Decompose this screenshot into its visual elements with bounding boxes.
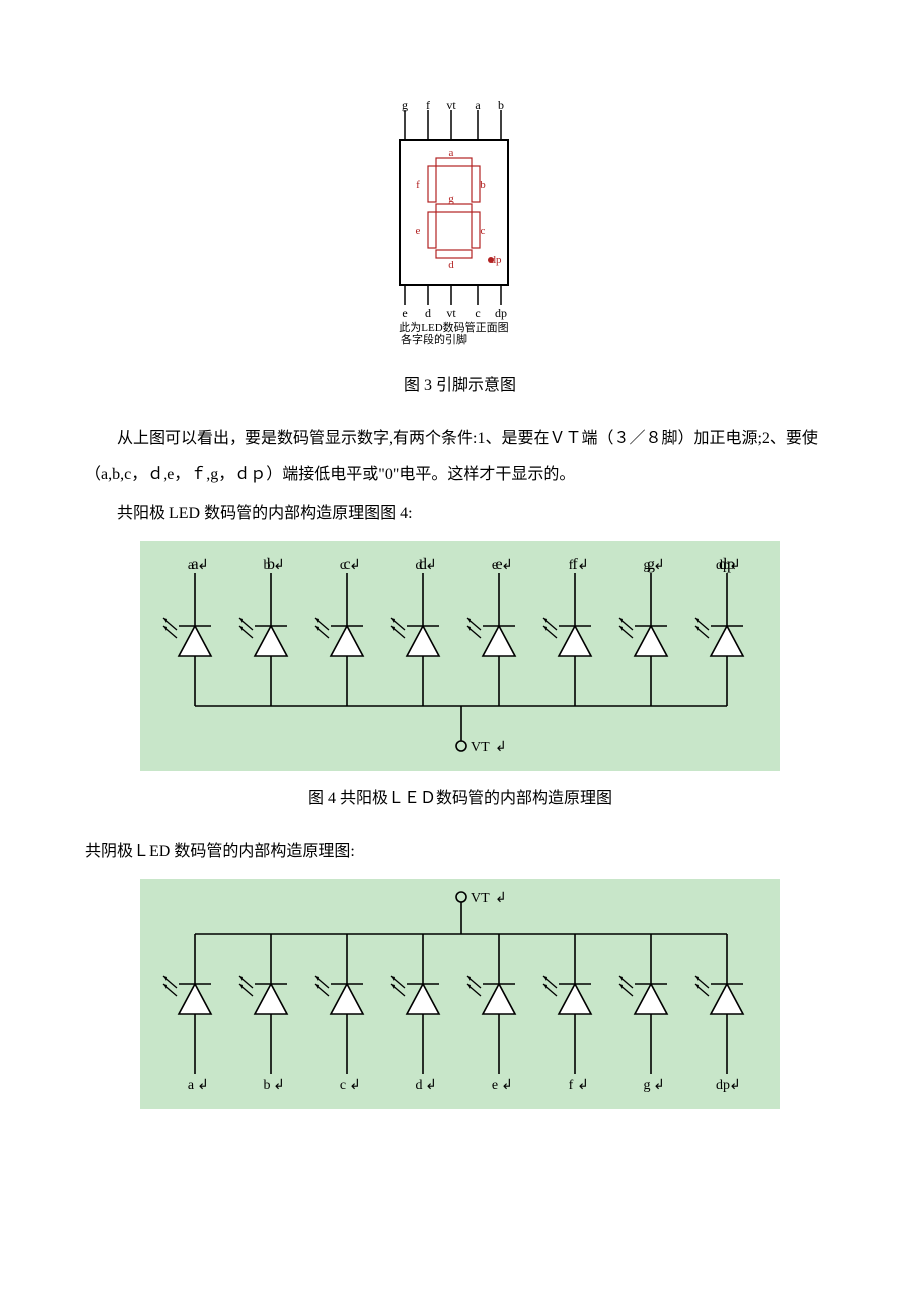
svg-text:f: f <box>426 100 430 112</box>
svg-text:e: e <box>416 225 421 237</box>
svg-text:a: a <box>475 100 481 112</box>
svg-text:g: g <box>402 100 408 112</box>
svg-text:↲: ↲ <box>273 1078 285 1093</box>
svg-text:g: g <box>644 1078 651 1093</box>
svg-text:dp: dp <box>491 254 503 266</box>
svg-text:f: f <box>569 1078 574 1093</box>
svg-text:b: b <box>480 179 486 191</box>
svg-text:各字段的引脚: 各字段的引脚 <box>401 332 467 345</box>
svg-text:a: a <box>188 1078 195 1093</box>
svg-text:↲: ↲ <box>501 1078 513 1093</box>
svg-text:VT: VT <box>471 740 490 755</box>
svg-text:g: g <box>644 558 651 573</box>
svg-text:vt: vt <box>446 100 456 112</box>
figure-3-seven-segment: gfvtababcdefgdpedvtcdp此为LED数码管正面图各字段的引脚 <box>85 100 835 358</box>
paragraph-3: 共阴极ＬED 数码管的内部构造原理图: <box>85 834 835 869</box>
figure-4-common-anode: abcdefgdpa↲b↲c↲d↲e↲f↲g↲dp↲VT↲ <box>85 541 835 771</box>
svg-text:c: c <box>475 306 480 320</box>
svg-text:↲: ↲ <box>273 558 285 573</box>
svg-text:↲: ↲ <box>653 1078 665 1093</box>
svg-text:↲: ↲ <box>425 558 437 573</box>
svg-text:dp: dp <box>495 306 507 320</box>
svg-text:↲: ↲ <box>653 558 665 573</box>
svg-text:g: g <box>448 193 454 205</box>
svg-text:↲: ↲ <box>495 891 507 906</box>
svg-text:e: e <box>492 1078 498 1093</box>
svg-text:↲: ↲ <box>729 1078 741 1093</box>
svg-text:vt: vt <box>446 306 456 320</box>
figure-3-caption: 图 3 引脚示意图 <box>85 368 835 403</box>
svg-text:f: f <box>569 558 574 573</box>
svg-text:d: d <box>416 1078 423 1093</box>
svg-text:↲: ↲ <box>425 1078 437 1093</box>
svg-text:c: c <box>340 1078 346 1093</box>
svg-text:f: f <box>416 179 420 191</box>
document-page: gfvtababcdefgdpedvtcdp此为LED数码管正面图各字段的引脚 … <box>0 0 920 1179</box>
svg-text:d: d <box>425 306 431 320</box>
svg-text:a: a <box>449 147 454 159</box>
svg-text:↲: ↲ <box>197 558 209 573</box>
paragraph-1: 从上图可以看出，要是数码管显示数字,有两个条件:1、是要在ＶＴ端（３／８脚）加正… <box>85 421 835 491</box>
svg-text:e: e <box>402 306 407 320</box>
svg-text:c: c <box>481 225 486 237</box>
common-anode-svg: abcdefgdpa↲b↲c↲d↲e↲f↲g↲dp↲VT↲ <box>140 541 780 771</box>
figure-4-caption: 图 4 共阳极ＬＥＤ数码管的内部构造原理图 <box>85 781 835 816</box>
svg-text:d: d <box>416 558 423 573</box>
svg-text:↲: ↲ <box>197 1078 209 1093</box>
common-cathode-svg: VT↲a↲b↲c↲d↲e↲f↲g↲dp↲ <box>140 879 780 1109</box>
svg-text:VT: VT <box>471 891 490 906</box>
seven-segment-svg: gfvtababcdefgdpedvtcdp此为LED数码管正面图各字段的引脚 <box>365 100 555 345</box>
paragraph-2: 共阳极 LED 数码管的内部构造原理图图 4: <box>85 496 835 531</box>
svg-text:b: b <box>264 1078 271 1093</box>
svg-text:dp: dp <box>716 558 730 573</box>
svg-text:b: b <box>264 558 271 573</box>
svg-text:dp: dp <box>716 1078 730 1093</box>
svg-text:此为LED数码管正面图: 此为LED数码管正面图 <box>399 320 508 334</box>
svg-text:↲: ↲ <box>501 558 513 573</box>
svg-text:↲: ↲ <box>577 558 589 573</box>
svg-text:↲: ↲ <box>495 740 507 755</box>
svg-text:c: c <box>340 558 346 573</box>
svg-text:↲: ↲ <box>577 1078 589 1093</box>
svg-text:↲: ↲ <box>349 558 361 573</box>
svg-text:↲: ↲ <box>729 558 741 573</box>
figure-5-common-cathode: VT↲a↲b↲c↲d↲e↲f↲g↲dp↲ <box>85 879 835 1109</box>
svg-text:d: d <box>448 259 454 271</box>
svg-text:↲: ↲ <box>349 1078 361 1093</box>
svg-text:a: a <box>188 558 195 573</box>
svg-text:e: e <box>492 558 498 573</box>
svg-text:b: b <box>498 100 504 112</box>
